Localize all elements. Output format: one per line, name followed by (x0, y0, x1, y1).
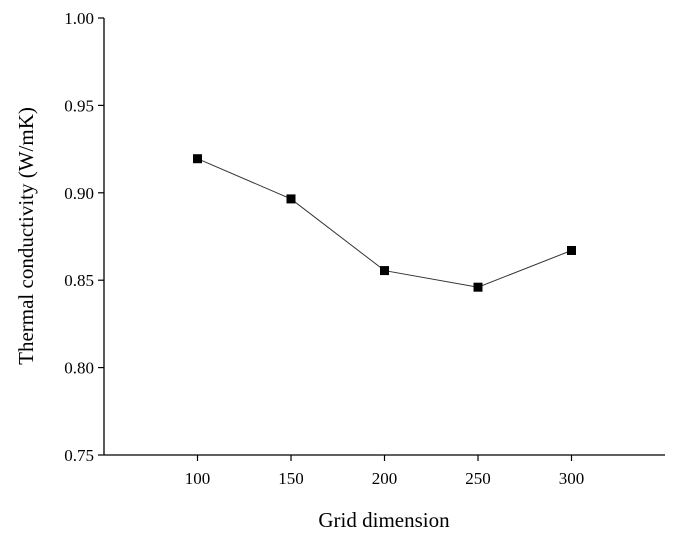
data-point-marker (193, 154, 202, 164)
x-axis-title: Grid dimension (318, 508, 450, 532)
y-tick-label: 0.75 (64, 446, 94, 465)
x-tick-label: 100 (185, 469, 211, 488)
y-tick-label: 0.90 (64, 184, 94, 203)
y-tick-label: 0.85 (64, 271, 94, 290)
y-ticks: 0.75 0.80 0.85 0.90 0.95 1.00 (64, 9, 104, 465)
series-group (193, 154, 576, 292)
x-tick-label: 200 (372, 469, 398, 488)
y-axis-title: Thermal conductivity (W/mK) (14, 107, 38, 365)
data-point-marker (286, 194, 296, 204)
x-ticks: 100 150 200 250 300 (185, 455, 585, 488)
data-point-marker (567, 245, 576, 255)
x-tick-label: 250 (465, 469, 491, 488)
y-tick-label: 0.80 (64, 359, 94, 378)
x-tick-label: 150 (278, 469, 304, 488)
x-tick-label: 300 (559, 469, 585, 488)
data-point-marker (473, 282, 483, 292)
axes (103, 18, 665, 456)
data-point-marker (380, 266, 389, 276)
y-tick-label: 1.00 (64, 9, 94, 28)
y-tick-label: 0.95 (64, 96, 94, 115)
